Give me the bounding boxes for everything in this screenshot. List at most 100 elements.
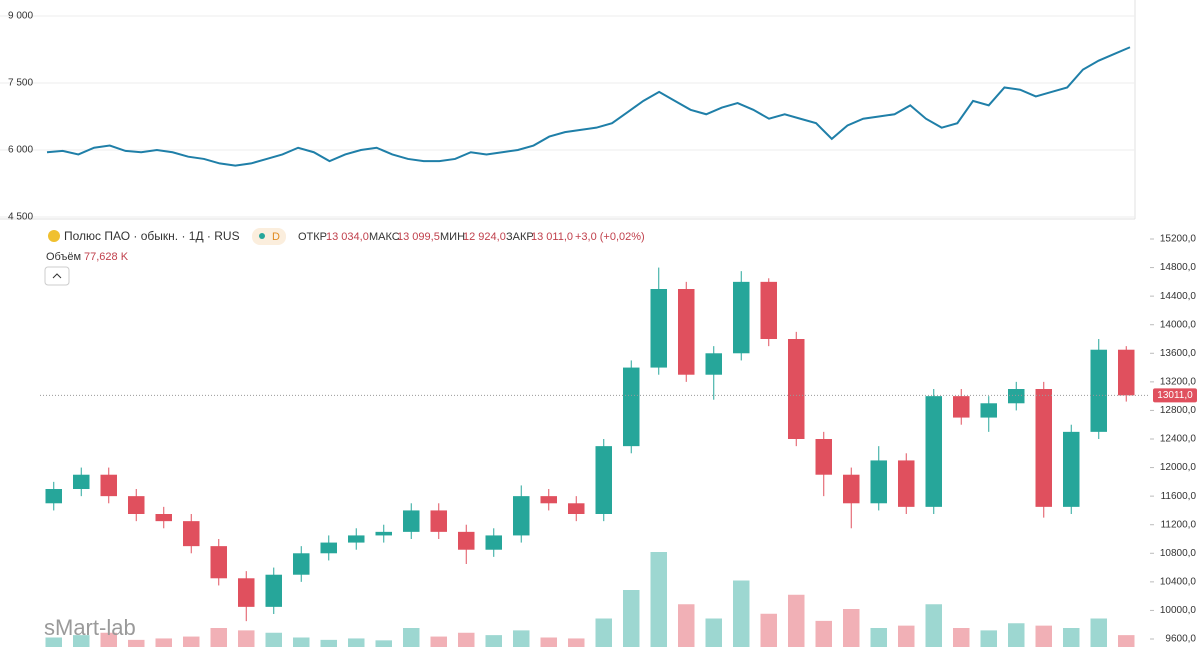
candle-body [733,281,750,354]
volume-bar [210,628,227,647]
candle-body [100,474,117,497]
candle-body [183,521,200,547]
y-tick-label: 13200,0 [1160,376,1197,387]
candle-body [568,503,585,514]
high-label: МАКС [369,231,400,243]
y-tick-label: 9 000 [8,11,33,22]
y-tick-label: 10000,0 [1160,605,1197,616]
price-line [46,46,1131,167]
y-tick-label: 14800,0 [1160,262,1197,273]
volume-bar [1118,635,1135,647]
y-tick-label: 12800,0 [1160,405,1197,416]
volume-bar [980,630,997,647]
high-value: 13 099,5 [397,231,440,243]
y-tick-label: 15200,0 [1160,234,1197,245]
candle-body [815,439,832,475]
candle-body [980,403,997,418]
candle-body [623,367,640,447]
volume-bar [623,590,640,647]
candle-body [925,396,942,507]
volume-bar [1008,623,1025,647]
candle-body [155,514,172,522]
candle-body [265,574,282,607]
collapse-button[interactable] [44,266,70,286]
candle-body [1090,349,1107,432]
symbol-icon [48,230,60,242]
volume-bar [128,639,145,647]
candle-body [320,542,337,554]
y-tick-label: 6 000 [8,145,33,156]
volume-bar [375,640,392,647]
candle-body [293,553,310,575]
volume-bar [403,628,420,647]
volume-bar [788,594,805,647]
volume-bar [650,552,667,647]
y-tick-label: 11600,0 [1161,491,1197,502]
volume-bar [100,632,117,647]
volume-bar [1035,625,1052,647]
y-tick-label: 7 500 [8,78,33,89]
volume-bar [705,618,722,647]
volume-label: Объём [46,251,81,263]
candle-body [403,510,420,532]
change: +3,0 (+0,02%) [575,231,645,243]
y-tick-label: 10400,0 [1160,576,1197,587]
volume-bar [430,636,447,647]
candle-body [45,489,62,504]
candle-body [210,546,227,579]
candle-body [650,289,667,368]
status-dot [259,233,265,239]
y-tick-label: 12000,0 [1160,462,1197,473]
candle-body [1063,431,1080,507]
volume-bar [953,628,970,647]
y-tick-label: 12400,0 [1160,434,1197,445]
candle-body [540,496,557,504]
volume-bar [815,620,832,647]
candle-body [1118,349,1135,396]
volume-value: 77,628 K [84,251,129,263]
candle-body [705,353,722,375]
candle-body [898,460,915,507]
volume-bar [733,580,750,647]
candle-body [843,474,860,504]
volume-bar [45,637,62,647]
volume-bar [568,638,585,647]
badge: D [272,231,280,243]
y-tick-label: 9600,0 [1165,634,1196,645]
last-price-tag [1153,388,1197,403]
volume-bar [870,628,887,647]
y-tick-label: 4 500 [8,212,33,223]
volume-bar [1063,628,1080,647]
volume-bar [898,625,915,647]
volume-bar [1090,618,1107,647]
candle-body [238,578,255,607]
volume-bar [925,604,942,647]
volume-bar [320,639,337,647]
volume-bar [843,609,860,647]
candle-body [788,339,805,439]
volume-bar [238,630,255,647]
collapse-icon [52,273,62,279]
candle-body [513,496,530,536]
y-tick-label: 10800,0 [1160,548,1197,559]
symbol: Полюс ПАО · обыкн. · 1Д · RUS [64,229,240,243]
open-value: 13 034,0 [326,231,369,243]
volume-bar [155,638,172,647]
watermark: sMart-lab [44,615,136,640]
close-label: ЗАКР [506,231,534,243]
candle-body [458,531,475,550]
candle-body [348,535,365,543]
candle-body [678,289,695,375]
last-price-label: 13011,0 [1157,390,1193,401]
candle-body [485,535,502,550]
low-label: МИН [440,231,465,243]
candle-body [595,446,612,514]
volume-bar [485,635,502,647]
candle-body [128,496,145,514]
low-value: 12 924,0 [463,231,506,243]
volume-bar [73,635,90,647]
volume-bar [513,630,530,647]
y-tick-label: 14000,0 [1160,319,1197,330]
candle-body [870,460,887,504]
